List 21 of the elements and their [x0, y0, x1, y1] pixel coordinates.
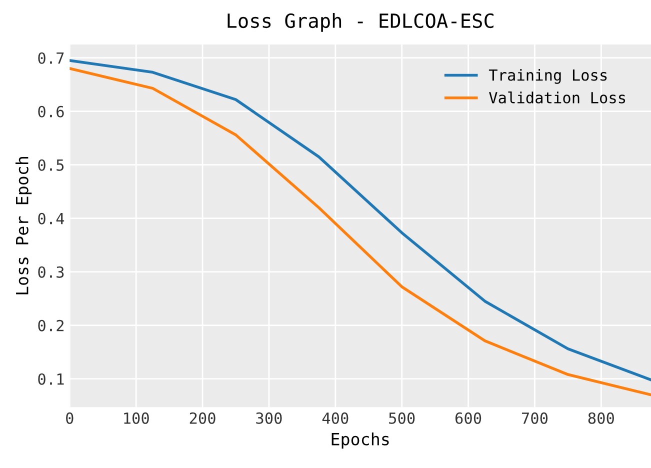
x-tick-label: 500 — [389, 412, 415, 424]
y-tick-label: 0.3 — [38, 266, 64, 278]
x-axis-title: Epochs — [332, 432, 389, 449]
x-tick-label: 700 — [522, 412, 548, 424]
x-tick-label: 400 — [322, 412, 348, 424]
y-tick-label: 0.4 — [38, 212, 64, 224]
chart-title: Loss Graph - EDLCOA-ESC — [228, 13, 494, 32]
y-tick-label: 0.5 — [38, 159, 64, 171]
y-axis-title: Loss Per Epoch — [16, 157, 32, 294]
x-tick-label: 0 — [66, 412, 74, 424]
x-tick-label: 800 — [588, 412, 614, 424]
y-tick-label: 0.7 — [38, 52, 64, 64]
x-tick-label: 600 — [455, 412, 482, 424]
x-tick-label: 300 — [256, 412, 282, 424]
legend-label: Validation Loss — [489, 92, 626, 104]
x-tick-label: 100 — [124, 412, 149, 424]
legend-label: Training Loss — [488, 68, 607, 84]
y-tick-label: 0.6 — [38, 106, 64, 118]
y-tick-label: 0.2 — [38, 320, 64, 332]
y-tick-label: 0.1 — [38, 373, 64, 385]
x-tick-label: 200 — [190, 412, 216, 424]
